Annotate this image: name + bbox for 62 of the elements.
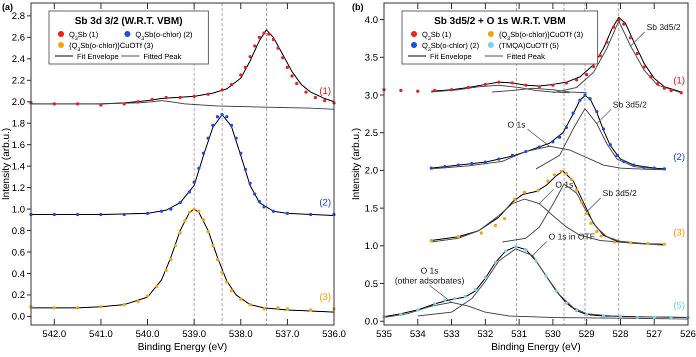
annotation: Sb 3d5/2 <box>602 188 637 198</box>
annotation: (5) <box>673 300 685 312</box>
y-tick-label: 0.6 <box>12 247 25 258</box>
annotation: O 1s (other adsorbates) <box>394 265 464 286</box>
x-tick-label: 528 <box>612 329 628 340</box>
x-tick-label: 536.0 <box>322 329 346 340</box>
y-tick-label: 2.0 <box>12 97 25 108</box>
y-tick-label: 1.4 <box>12 161 25 172</box>
y-tick-label: 0.5 <box>364 278 378 290</box>
y-tick-label: 0.2 <box>12 290 25 302</box>
y-tick-label: 2.6 <box>12 32 25 44</box>
y-tick-label: 1.6 <box>12 140 25 151</box>
legend-title: Sb 3d 3/2 (W.R.T. VBM) <box>74 16 183 27</box>
chart-title: (b) <box>352 2 364 12</box>
x-tick-label: 527 <box>646 329 662 340</box>
annotation: (3) <box>319 292 331 303</box>
x-tick-label: 526 <box>680 329 696 340</box>
y-axis-title: Intensity (arb.u.) <box>1 128 12 200</box>
annotation: (2) <box>673 152 685 163</box>
y-tick-label: 2.8 <box>12 11 25 22</box>
x-tick-label: 538.0 <box>228 329 253 340</box>
x-tick-label: 537.0 <box>275 329 300 340</box>
y-tick-label: 0.0 <box>12 312 25 323</box>
x-tick-label: 539.0 <box>182 329 206 340</box>
x-axis-title: Binding Energy (eV) <box>491 342 581 353</box>
y-tick-label: 3.5 <box>364 52 378 64</box>
x-tick-label: 530 <box>544 329 561 340</box>
y-tick-label: 1.8 <box>12 118 25 130</box>
x-tick-label: 531 <box>511 329 528 340</box>
y-tick-label: 4.0 <box>364 14 378 26</box>
annotation: (3) <box>673 227 685 238</box>
x-tick-label: 532 <box>477 329 494 340</box>
x-tick-label: 534 <box>410 329 426 340</box>
annotation: Sb 3d5/2 <box>646 22 681 32</box>
y-tick-label: 1.2 <box>12 182 25 194</box>
y-tick-label: 2.0 <box>364 166 378 177</box>
x-tick-label: 541.0 <box>89 329 113 340</box>
annotation: Sb 3d5/2 <box>612 100 648 110</box>
annotation: O 1s <box>508 119 526 130</box>
y-tick-label: 0.4 <box>12 268 25 280</box>
y-tick-label: 2.5 <box>364 128 378 140</box>
y-tick-label: 1.5 <box>364 203 378 214</box>
annotation: O 1s <box>555 180 574 190</box>
x-tick-label: 540.0 <box>136 329 160 340</box>
x-tick-label: 535 <box>376 329 392 340</box>
y-tick-label: 2.2 <box>12 76 25 87</box>
chart-title: (a) <box>2 2 13 12</box>
annotation: (1) <box>673 76 685 87</box>
y-tick-label: 3.0 <box>364 90 378 102</box>
y-tick-label: 0.0 <box>364 316 378 328</box>
x-tick-label: 542.0 <box>42 329 66 340</box>
annotation: (1) <box>319 86 331 97</box>
annotation: (2) <box>319 197 331 208</box>
x-tick-label: 529 <box>578 329 595 340</box>
y-tick-label: 1.0 <box>364 241 378 252</box>
y-tick-label: 1.0 <box>12 204 25 216</box>
y-axis-title: Intensity (arb.u.) <box>351 128 362 200</box>
y-tick-label: 2.4 <box>12 54 25 66</box>
y-tick-label: 0.8 <box>12 226 25 237</box>
x-axis-title: Binding Energy (eV) <box>138 342 228 353</box>
legend-title: Sb 3d5/2 + O 1s W.R.T. VBM <box>434 16 566 27</box>
x-tick-label: 533 <box>444 329 460 340</box>
